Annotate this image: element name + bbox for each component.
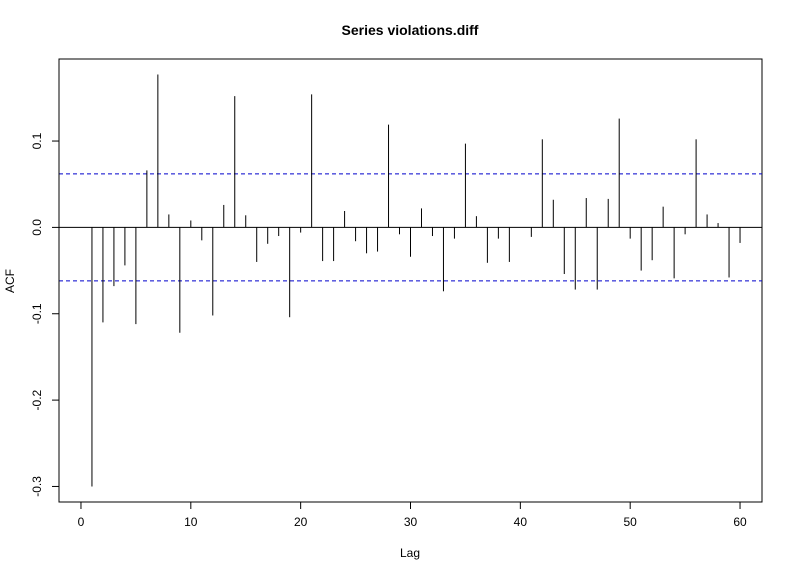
y-axis-label: ACF xyxy=(3,269,17,293)
x-tick-label: 30 xyxy=(404,515,418,529)
y-tick-label: -0.2 xyxy=(30,389,44,410)
x-tick-label: 10 xyxy=(184,515,198,529)
x-tick-label: 60 xyxy=(733,515,747,529)
x-axis-label: Lag xyxy=(400,546,420,560)
y-tick-label: 0.0 xyxy=(30,219,44,236)
y-tick-label: 0.1 xyxy=(30,132,44,149)
y-tick-label: -0.3 xyxy=(30,476,44,497)
y-axis: -0.3 -0.2 -0.1 0.0 0.1 xyxy=(30,132,60,497)
x-axis: 0 10 20 30 40 50 60 xyxy=(78,501,747,529)
x-tick-label: 20 xyxy=(294,515,308,529)
acf-bars xyxy=(59,74,762,487)
x-tick-label: 0 xyxy=(78,515,85,529)
chart-title: Series violations.diff xyxy=(342,22,479,38)
x-tick-label: 50 xyxy=(624,515,638,529)
x-tick-label: 40 xyxy=(514,515,528,529)
y-tick-label: -0.1 xyxy=(30,303,44,324)
